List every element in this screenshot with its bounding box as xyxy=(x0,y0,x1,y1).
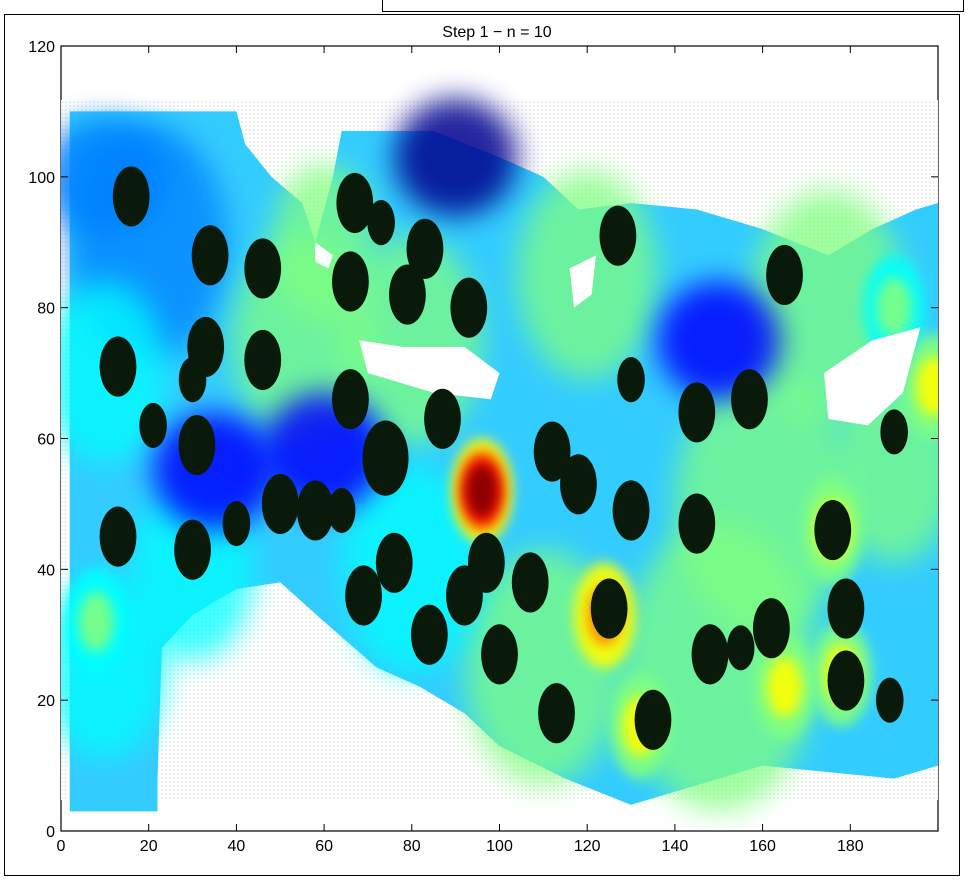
black-blob-6 xyxy=(178,357,207,403)
x-tick-label-2: 40 xyxy=(228,838,246,855)
cold-spot-2 xyxy=(153,412,276,531)
black-blob-32 xyxy=(560,454,597,515)
chart-title: Step 1 − n = 10 xyxy=(442,24,552,41)
black-blob-35 xyxy=(617,357,645,403)
black-blob-33 xyxy=(538,683,575,744)
black-blob-28 xyxy=(467,532,505,593)
x-tick-label-1: 20 xyxy=(140,838,158,855)
black-blob-49 xyxy=(875,677,904,723)
black-blob-20 xyxy=(450,277,488,338)
black-blob-17 xyxy=(331,251,369,312)
hole-1 xyxy=(823,327,921,426)
black-blob-31 xyxy=(533,421,571,482)
black-blob-0 xyxy=(112,166,150,227)
black-blob-30 xyxy=(511,552,549,613)
y-tick-label-4: 80 xyxy=(37,301,55,318)
y-tick-label-3: 60 xyxy=(37,432,55,449)
x-tick-label-8: 160 xyxy=(749,838,776,855)
black-blob-36 xyxy=(590,578,628,639)
black-blob-11 xyxy=(222,500,251,547)
x-axis: 0 20 40 60 80 100 120 140 160 180 xyxy=(57,46,864,855)
y-axis: 0 20 40 60 80 100 120 xyxy=(28,39,938,841)
black-blob-9 xyxy=(99,506,137,567)
black-blob-43 xyxy=(752,598,790,659)
figure-frame xyxy=(4,14,960,876)
heat-field xyxy=(61,98,938,812)
hot-spot-3 xyxy=(753,634,816,740)
black-blob-14 xyxy=(327,487,356,534)
black-blob-23 xyxy=(424,388,461,449)
black-blob-8 xyxy=(178,414,216,476)
x-tick-label-5: 100 xyxy=(486,838,513,855)
black-blob-50 xyxy=(880,409,908,455)
hole-3 xyxy=(315,242,333,269)
black-blob-1 xyxy=(191,225,229,286)
black-blob-3 xyxy=(99,336,137,397)
x-tick-label-7: 140 xyxy=(662,838,689,855)
black-blob-10 xyxy=(174,519,211,580)
cold-spot-0 xyxy=(394,98,518,217)
black-blob-12 xyxy=(261,473,299,535)
black-blob-16 xyxy=(367,200,395,246)
black-blob-18 xyxy=(406,218,444,279)
x-tick-label-6: 120 xyxy=(574,838,601,855)
black-blob-21 xyxy=(331,369,369,430)
black-blob-19 xyxy=(388,264,426,325)
black-blob-46 xyxy=(814,499,852,561)
top-frame-edge xyxy=(382,0,964,12)
y-tick-label-5: 100 xyxy=(28,170,55,187)
black-blob-41 xyxy=(691,624,729,685)
black-blob-2 xyxy=(244,238,282,299)
x-tick-label-3: 60 xyxy=(315,838,333,855)
y-tick-label-2: 40 xyxy=(37,562,55,579)
black-blob-47 xyxy=(827,578,865,639)
black-blob-48 xyxy=(827,650,865,711)
black-blob-22 xyxy=(362,420,409,496)
y-tick-label-0: 0 xyxy=(46,824,55,841)
hot-spot-0 xyxy=(451,438,513,544)
black-blob-37 xyxy=(612,480,650,541)
black-blob-24 xyxy=(375,532,413,593)
y-tick-label-1: 20 xyxy=(37,693,55,710)
black-blob-42 xyxy=(726,625,755,671)
hole-2 xyxy=(569,255,596,308)
black-blob-13 xyxy=(296,480,334,541)
black-blob-26 xyxy=(410,604,448,665)
black-blob-38 xyxy=(678,382,716,443)
black-blobs xyxy=(99,166,908,750)
no-data-regions xyxy=(315,242,921,426)
black-blob-44 xyxy=(634,689,672,750)
black-blob-40 xyxy=(678,493,716,554)
hole-0 xyxy=(359,340,500,400)
black-blob-39 xyxy=(731,369,768,430)
x-tick-label-9: 180 xyxy=(837,838,864,855)
x-tick-label-0: 0 xyxy=(57,838,66,855)
x-tick-label-4: 80 xyxy=(403,838,421,855)
black-blob-5 xyxy=(244,329,282,391)
hot-spot-6 xyxy=(65,569,127,675)
black-blob-25 xyxy=(345,565,382,626)
y-tick-label-6: 120 xyxy=(28,39,55,56)
black-blob-34 xyxy=(599,205,637,266)
black-blob-45 xyxy=(766,244,803,306)
black-blob-29 xyxy=(481,624,518,685)
black-blob-7 xyxy=(139,402,167,448)
black-blob-15 xyxy=(336,172,374,234)
